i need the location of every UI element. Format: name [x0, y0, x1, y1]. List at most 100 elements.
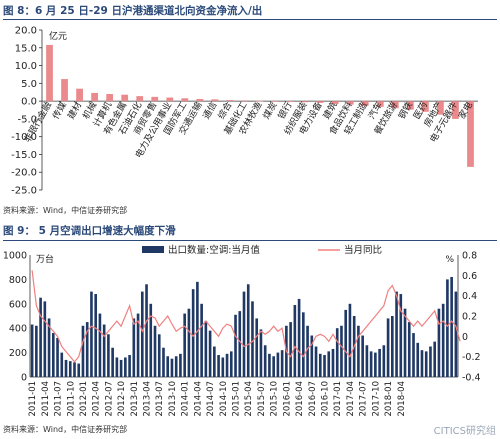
export-bar: [47, 318, 51, 377]
x-tick-label: 2012-07: [104, 381, 114, 417]
bar-石油石化: [136, 96, 144, 102]
export-bar: [306, 325, 309, 377]
export-bar: [293, 305, 297, 377]
export-bar: [73, 362, 76, 377]
export-bar: [77, 363, 81, 377]
watermark: CITICS研究组: [433, 426, 496, 437]
right-tick-label: 0: [462, 332, 468, 343]
export-bar: [318, 353, 322, 377]
category-label: 传媒: [50, 100, 69, 122]
x-tick-label: 2016-01: [282, 381, 292, 417]
x-tick-label: 2011-07: [54, 381, 64, 417]
bar-交通运输: [196, 98, 204, 102]
y-axis-unit: 亿元: [49, 30, 67, 42]
export-bar: [140, 291, 144, 377]
export-bar: [268, 353, 271, 377]
export-bar: [446, 279, 449, 377]
export-bar: [30, 324, 34, 377]
export-bar: [314, 346, 318, 377]
bar-食品饮料: [346, 101, 354, 105]
bar-纺织服装: [301, 101, 309, 103]
export-bar: [107, 334, 110, 377]
category-label: 建材: [65, 100, 84, 122]
export-bar: [403, 308, 407, 377]
bar-电力设备: [316, 101, 324, 103]
y-tick-label: 15.0: [15, 43, 37, 54]
export-bar: [39, 297, 42, 377]
x-tick-label: 2016-10: [321, 381, 331, 417]
export-bar: [179, 353, 182, 377]
export-bar: [276, 352, 280, 377]
bar-商贸零售: [151, 96, 159, 102]
y-tick-label: 5.0: [21, 79, 37, 90]
export-bar: [111, 347, 114, 377]
x-tick-label: 2011-01: [28, 381, 38, 417]
right-tick-label: 0.8: [462, 251, 477, 262]
bar-餐饮旅游: [391, 101, 399, 109]
x-tick-label: 2017-01: [333, 381, 343, 417]
bar-房地产: [437, 101, 444, 115]
export-bar: [433, 341, 437, 377]
y-tick-label: 0.0: [21, 97, 37, 108]
bar-钢铁: [406, 101, 414, 110]
export-bar: [43, 301, 47, 377]
export-bar: [115, 357, 119, 377]
x-tick-label: 2016-04: [295, 381, 305, 417]
bar-基础化工: [241, 100, 249, 102]
export-bar: [424, 351, 428, 377]
export-bar: [429, 346, 432, 377]
export-bar: [310, 335, 314, 377]
left-tick-label: 400: [9, 324, 27, 335]
export-bar: [407, 322, 411, 377]
x-tick-label: 2014-04: [193, 381, 203, 417]
export-bar: [378, 348, 381, 377]
export-bar: [94, 294, 97, 377]
x-tick-label: 2017-10: [371, 381, 381, 417]
left-tick-label: 1000: [3, 251, 27, 262]
export-bar: [289, 322, 292, 377]
left-tick-label: 800: [9, 275, 27, 286]
export-bar: [234, 314, 237, 377]
x-tick-label: 2016-07: [308, 381, 318, 417]
bar-非银行金融: [46, 44, 53, 102]
bar-通信: [211, 99, 219, 102]
export-bar: [391, 316, 394, 377]
export-bar: [365, 345, 369, 377]
right-tick-label: 0.2: [462, 312, 477, 323]
x-tick-label: 2018-04: [397, 381, 407, 417]
bar-传媒: [61, 79, 68, 102]
export-bar: [60, 352, 64, 377]
y-tick-label: 10.0: [15, 61, 37, 72]
y-tick-label: -25.0: [11, 186, 37, 197]
y-tick-label: -15.0: [11, 150, 37, 161]
export-bar: [166, 356, 170, 377]
x-tick-label: 2015-10: [270, 381, 280, 417]
export-bar: [90, 291, 93, 377]
export-bar: [395, 291, 398, 377]
bar-机械: [91, 92, 99, 102]
export-bar: [323, 355, 326, 377]
export-bar: [263, 345, 267, 377]
figure-9-title-rule: [3, 240, 497, 241]
bar-电子元器件: [452, 101, 459, 119]
export-bar: [132, 318, 136, 377]
legend-label-exports: 出口数量:空调:当月值: [168, 244, 260, 256]
export-bar: [302, 312, 305, 377]
export-bar: [335, 328, 339, 377]
y-tick-label: -20.0: [11, 168, 37, 179]
export-bar: [454, 291, 458, 377]
export-bar: [259, 329, 263, 377]
x-tick-label: 2014-10: [219, 381, 229, 417]
export-bar: [149, 303, 153, 377]
y-tick-label: -5.0: [17, 114, 37, 125]
right-axis-unit: %: [445, 255, 454, 265]
x-tick-label: 2012-01: [79, 381, 89, 417]
x-tick-label: 2015-07: [257, 381, 267, 417]
x-tick-label: 2017-04: [346, 381, 356, 417]
export-bar: [297, 298, 301, 377]
export-bar: [357, 325, 360, 377]
export-bar: [196, 281, 199, 377]
export-bar: [420, 350, 424, 377]
x-tick-label: 2014-07: [206, 381, 216, 417]
export-bar: [153, 325, 157, 377]
